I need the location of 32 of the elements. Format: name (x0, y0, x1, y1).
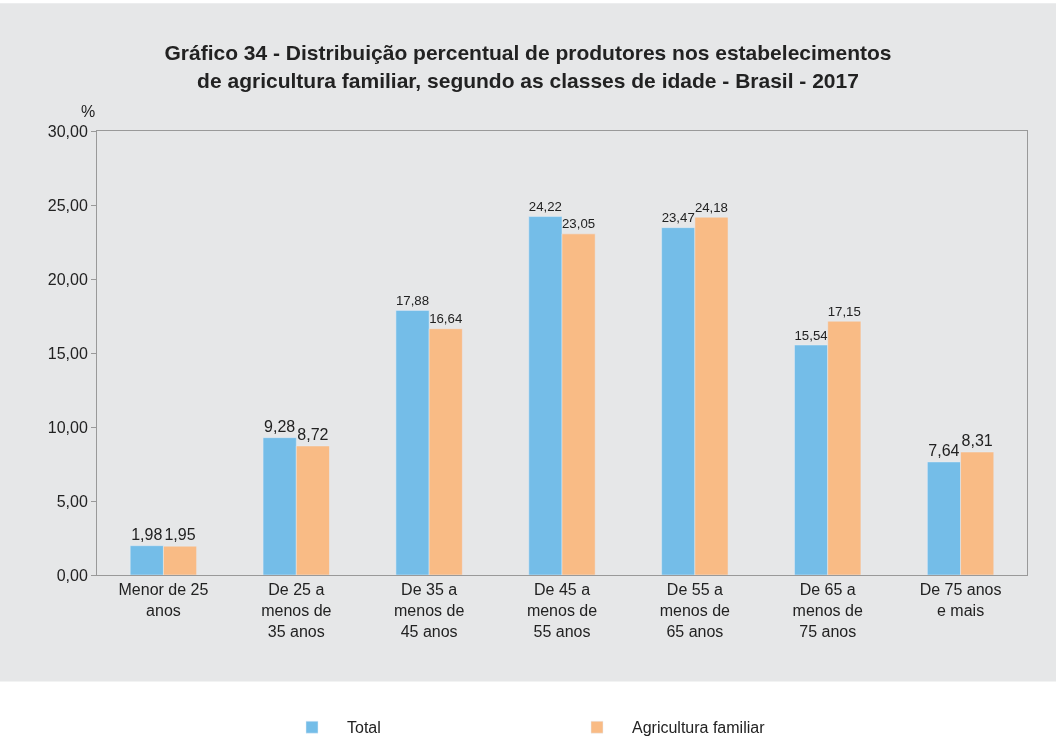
data-label: 7,64 (928, 441, 960, 459)
x-tick-label: Menor de 25 anos (118, 581, 209, 619)
data-label: 8,31 (961, 432, 993, 450)
y-tick-label: 30,00 (47, 122, 88, 140)
x-tick-label: De 35 a menos de 45 anos (394, 581, 465, 640)
y-axis-title: % (81, 103, 96, 120)
x-tick-label: De 75 anos e mais (919, 581, 1002, 619)
data-label: 1,98 (131, 525, 163, 543)
data-label: 9,28 (264, 417, 296, 435)
data-label: 23,05 (562, 216, 596, 232)
data-label: 24,18 (694, 199, 728, 215)
y-tick-label: 10,00 (47, 418, 88, 436)
y-tick-label: 15,00 (47, 344, 88, 362)
data-label: 17,15 (827, 303, 861, 319)
y-tick-label: 20,00 (47, 270, 88, 288)
legend-label: Agricultura familiar (632, 719, 766, 737)
data-label: 15,54 (794, 327, 828, 343)
data-label: 17,88 (395, 292, 430, 308)
data-label: 23,47 (661, 210, 695, 226)
x-tick-label: De 65 a menos de 75 anos (792, 581, 863, 640)
y-tick-label: 0,00 (56, 566, 88, 584)
data-label: 1,95 (164, 526, 196, 544)
data-label: 24,22 (528, 199, 562, 215)
y-tick-label: 25,00 (47, 196, 88, 214)
data-label: 8,72 (297, 425, 329, 443)
x-tick-label: De 55 a menos de 65 anos (659, 581, 731, 640)
chart-title: Gráfico 34 - Distribuição percentual de produtores nos estabelecimentos de agricultura familiar, segundo as classes de idade - Brasil - 2017 (164, 41, 892, 92)
y-tick-label: 5,00 (56, 492, 88, 510)
x-tick-label: De 25 a menos de 35 anos (261, 581, 332, 640)
legend-label: Total (347, 719, 381, 737)
data-label: 16,64 (429, 311, 463, 327)
x-tick-label: De 45 a menos de 55 anos (526, 581, 598, 640)
